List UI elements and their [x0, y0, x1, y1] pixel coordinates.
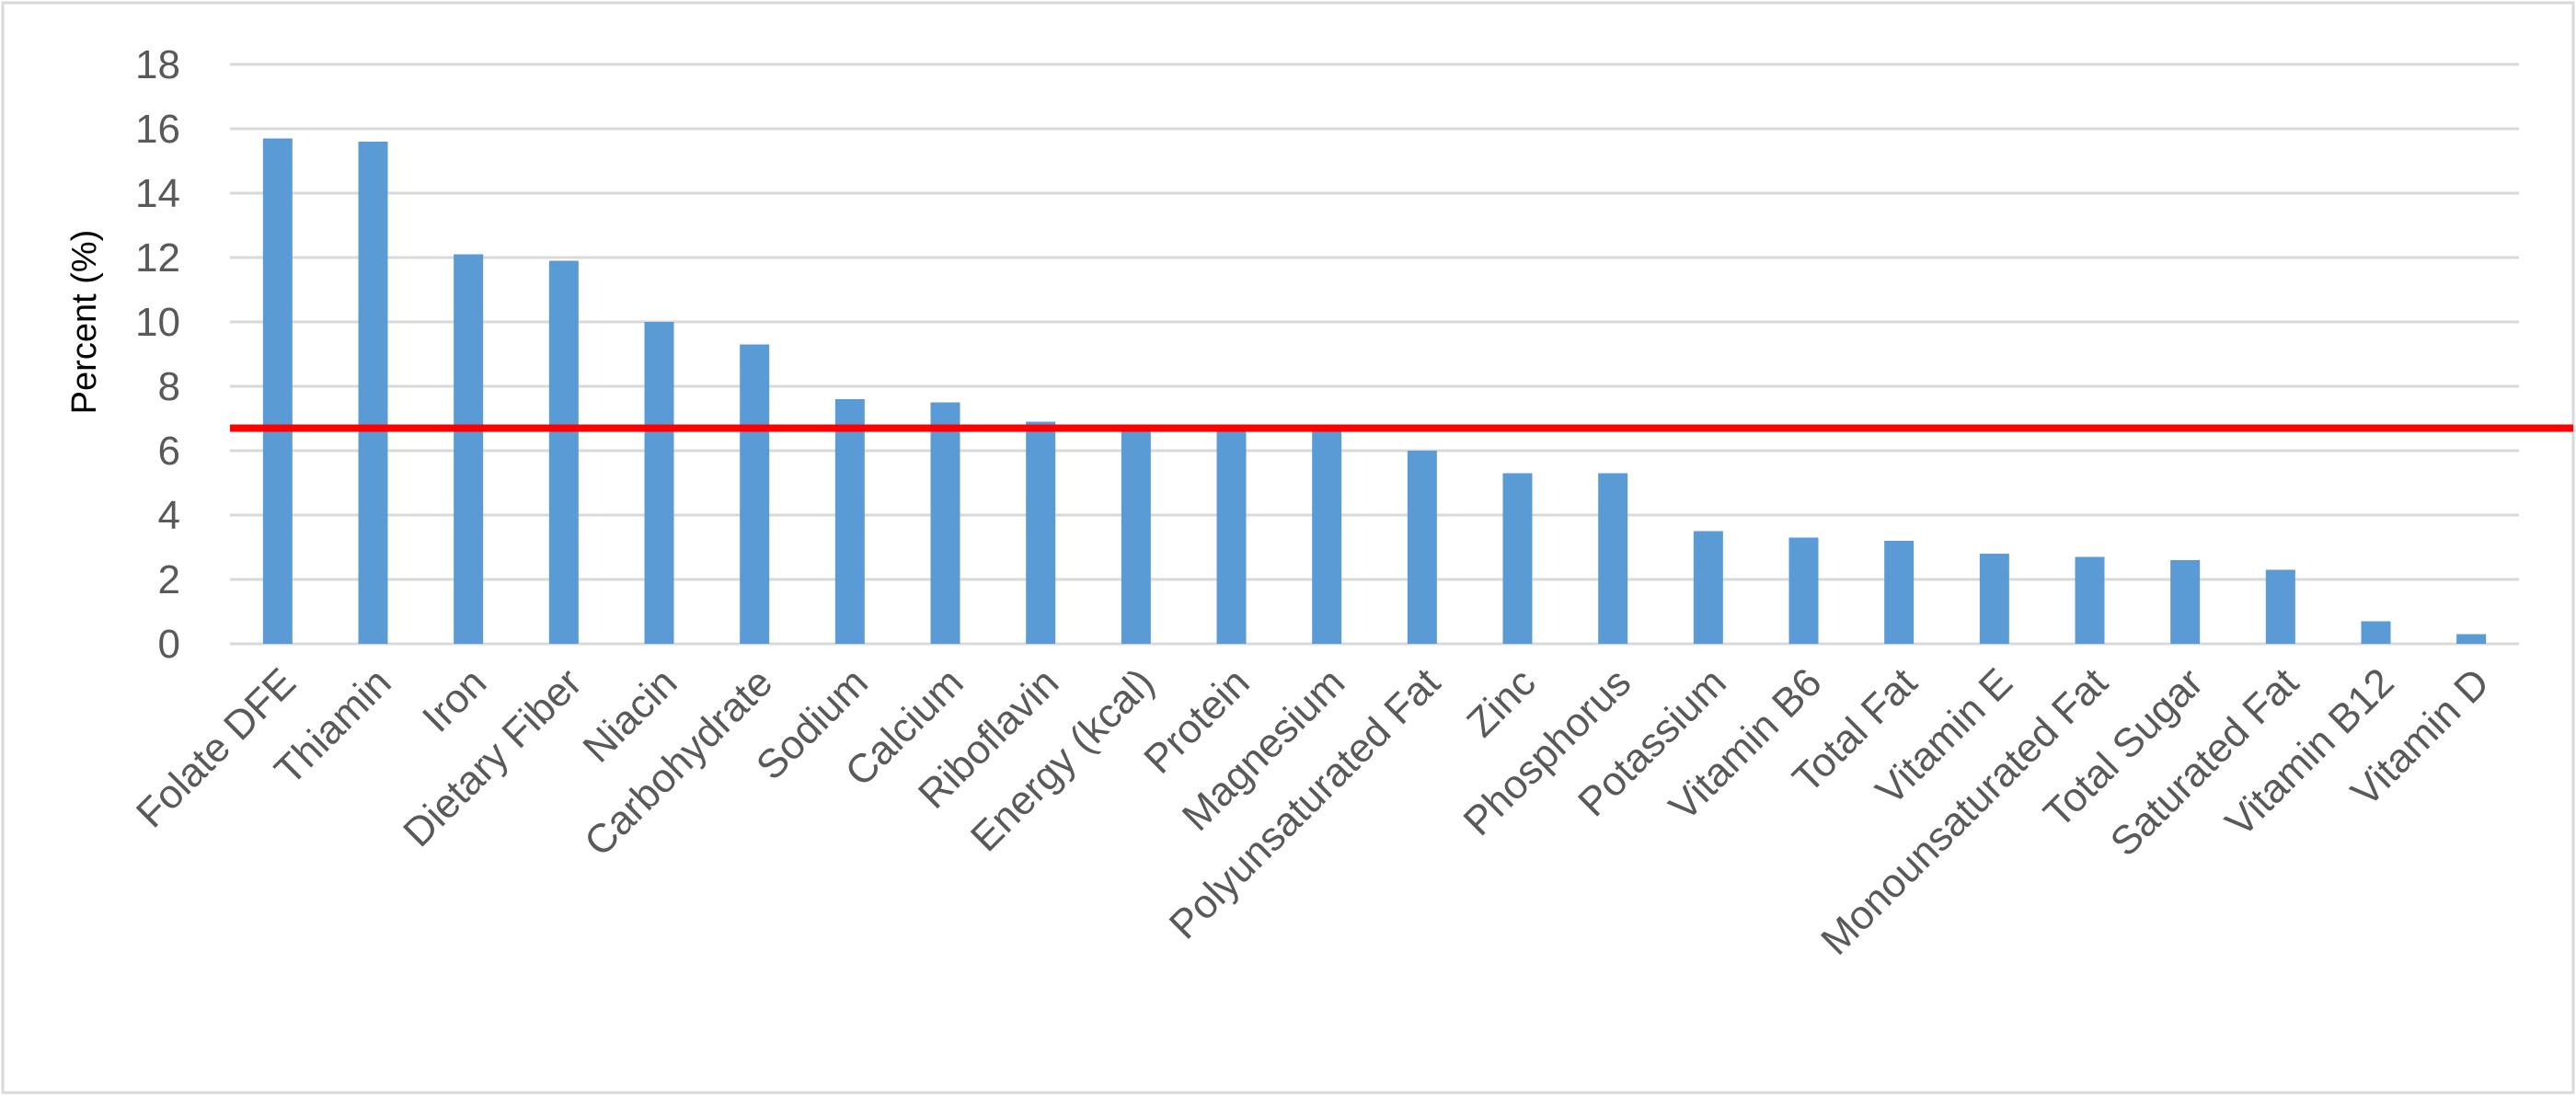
y-axis-ticks: 0 2 4 6 8 10 12 14 16 18: [135, 42, 180, 667]
y-tick-label: 12: [135, 235, 180, 281]
bar: [2170, 560, 2201, 644]
bar: [2075, 556, 2105, 644]
y-tick-label: 8: [158, 364, 180, 409]
bar: [358, 142, 388, 644]
bar: [1502, 473, 1533, 644]
bar: [1788, 537, 1819, 644]
bar: [2265, 569, 2295, 644]
bar: [1121, 425, 1151, 644]
bar: [548, 260, 579, 644]
y-tick-label: 10: [135, 300, 180, 345]
bar: [2456, 634, 2487, 644]
y-tick-label: 18: [135, 42, 180, 87]
bars: [262, 138, 2487, 644]
bar: [454, 254, 484, 644]
bar: [2361, 621, 2391, 644]
bar: [1884, 541, 1915, 644]
bar: [1312, 431, 1342, 644]
bar: [1979, 554, 2009, 644]
y-tick-label: 16: [135, 107, 180, 152]
y-tick-label: 2: [158, 557, 180, 602]
bar: [834, 399, 865, 644]
bar: [1026, 421, 1056, 644]
bar: [740, 344, 770, 644]
bar: [930, 402, 960, 644]
y-tick-label: 0: [158, 622, 180, 667]
y-tick-label: 4: [158, 493, 180, 538]
y-tick-label: 6: [158, 429, 180, 474]
y-axis-title: Percent (%): [65, 230, 104, 415]
y-tick-label: 14: [135, 171, 180, 216]
bar: [1693, 531, 1723, 644]
bar: [1407, 451, 1437, 644]
bar: [644, 322, 674, 644]
bar: [1598, 473, 1628, 644]
gridlines: [230, 63, 2519, 646]
bar: [1216, 431, 1247, 644]
bar: [262, 138, 293, 644]
